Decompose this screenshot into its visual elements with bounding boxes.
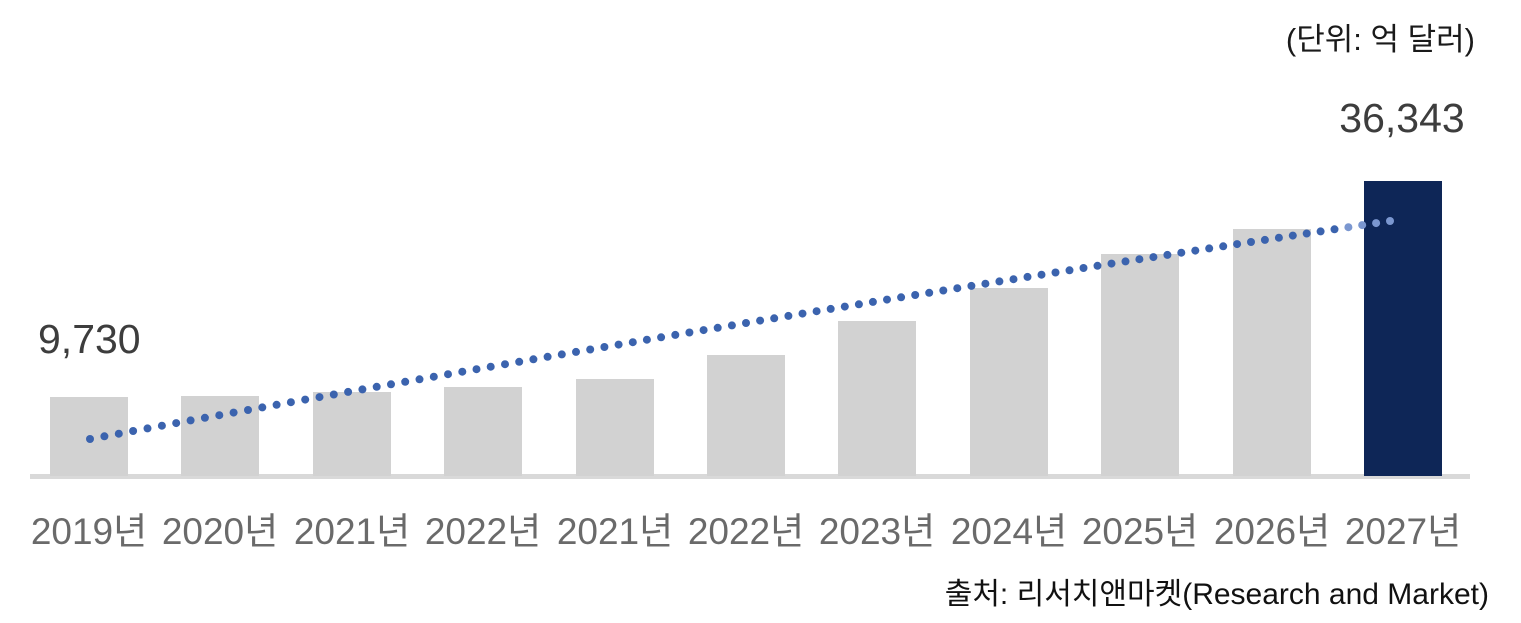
trend-dot xyxy=(897,293,906,302)
trend-dot xyxy=(685,328,694,337)
trend-dot xyxy=(756,316,765,325)
trend-dot xyxy=(472,365,481,374)
bar-2023년-6 xyxy=(838,321,916,476)
trend-dot xyxy=(143,424,152,433)
trend-dot xyxy=(557,350,566,359)
trend-dot xyxy=(742,319,750,327)
trend-dot xyxy=(657,333,666,342)
trend-dot xyxy=(713,323,722,332)
bar-2026년-9 xyxy=(1233,229,1311,476)
trend-dot xyxy=(883,295,891,304)
trend-dot xyxy=(840,302,849,311)
trend-dot xyxy=(258,403,267,412)
trend-dot xyxy=(995,277,1004,286)
value-label-2019: 9,730 xyxy=(38,316,141,362)
x-tick-label-8: 2025년 xyxy=(1081,511,1199,552)
trend-dot xyxy=(444,370,452,379)
x-axis-line xyxy=(30,474,1470,479)
trend-dot xyxy=(671,330,680,339)
trend-dot xyxy=(272,400,281,409)
trend-dot xyxy=(727,321,736,330)
trend-dot xyxy=(1051,268,1060,277)
trend-dot xyxy=(572,347,580,356)
trend-dot xyxy=(925,288,934,297)
bar-2027년-10 xyxy=(1364,181,1442,476)
x-tick-label-1: 2020년 xyxy=(161,511,279,552)
x-tick-label-0: 2019년 xyxy=(30,511,148,552)
bar-2022년-3 xyxy=(444,387,522,476)
bar-2019년-0 xyxy=(50,397,128,476)
trend-dot xyxy=(1009,275,1018,284)
trend-dot xyxy=(372,382,381,391)
trend-dot xyxy=(1065,266,1074,275)
bar-2021년-2 xyxy=(313,392,391,476)
trend-dot xyxy=(628,338,637,347)
x-tick-label-7: 2024년 xyxy=(950,511,1068,552)
bar-2020년-1 xyxy=(181,396,259,476)
trend-dot xyxy=(1316,227,1325,236)
x-tick-label-9: 2026년 xyxy=(1213,511,1331,552)
x-tick-label-10: 2027년 xyxy=(1344,511,1462,552)
trend-dot xyxy=(415,375,424,384)
trend-dot xyxy=(854,300,863,309)
x-tick-label-2: 2021년 xyxy=(293,511,411,552)
trend-dot xyxy=(515,357,524,366)
trend-dot xyxy=(868,297,877,306)
trend-dot xyxy=(1219,242,1228,251)
trend-dot xyxy=(826,304,835,313)
trend-dot xyxy=(543,352,552,361)
trend-dot xyxy=(486,362,495,371)
x-tick-label-3: 2022년 xyxy=(424,511,542,552)
x-tick-label-5: 2022년 xyxy=(687,511,805,552)
trend-dot xyxy=(401,377,410,386)
trend-dot xyxy=(642,335,651,344)
bar-2022년-5 xyxy=(707,355,785,476)
trend-dot xyxy=(501,360,509,369)
trend-dot xyxy=(1023,272,1032,281)
trend-dot xyxy=(770,314,779,323)
trend-dot xyxy=(529,355,538,364)
trend-dot xyxy=(387,380,395,389)
trend-dot xyxy=(286,398,295,407)
trend-dot xyxy=(172,419,181,428)
trend-dot xyxy=(157,421,166,430)
trend-dot xyxy=(129,427,138,435)
trend-dot xyxy=(911,291,920,299)
trend-dot xyxy=(614,340,623,349)
trend-dot xyxy=(798,309,807,318)
trend-dot xyxy=(939,286,948,295)
trend-dot xyxy=(1344,223,1353,232)
trend-dot xyxy=(1079,264,1088,272)
value-label-2027: 36,343 xyxy=(1339,95,1465,141)
trend-dot xyxy=(301,395,310,404)
trend-dot xyxy=(784,311,793,320)
trend-dot xyxy=(953,284,962,293)
trend-dot xyxy=(586,345,595,354)
unit-label: (단위: 억 달러) xyxy=(1285,22,1475,57)
trend-dot xyxy=(1037,270,1046,279)
trend-dot xyxy=(458,367,467,376)
trend-dot xyxy=(699,326,708,335)
x-tick-label-4: 2021년 xyxy=(556,511,674,552)
trend-dot xyxy=(812,307,821,316)
trend-dot xyxy=(981,279,990,288)
x-tick-label-6: 2023년 xyxy=(818,511,936,552)
trend-dot xyxy=(600,343,609,351)
trend-dot xyxy=(1205,244,1214,253)
trend-dot xyxy=(1330,225,1339,234)
source-credit: 출처: 리서치앤마켓(Research and Market) xyxy=(944,578,1489,611)
trend-dot xyxy=(1191,246,1200,255)
bar-2025년-8 xyxy=(1101,254,1179,476)
bar-2021년-4 xyxy=(576,379,654,476)
trend-dot xyxy=(429,372,438,381)
bar-2024년-7 xyxy=(970,288,1048,476)
